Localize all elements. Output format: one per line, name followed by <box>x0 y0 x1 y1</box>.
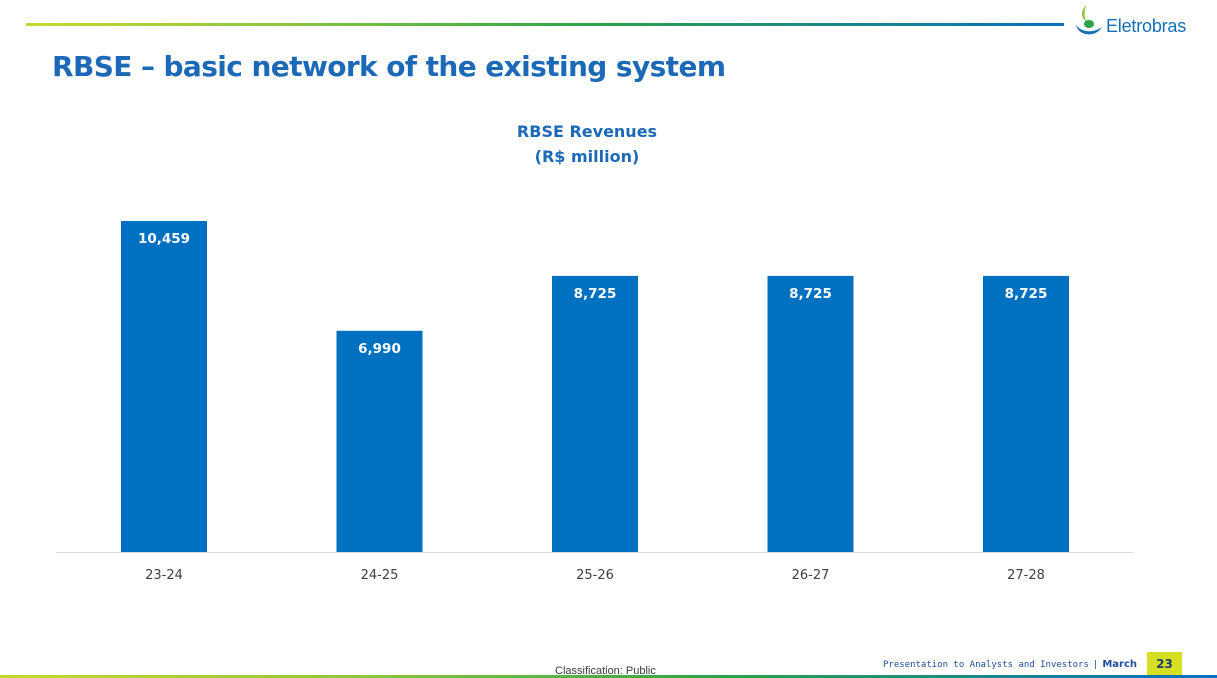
logo-text: Eletrobras <box>1106 16 1187 36</box>
bar-25-26 <box>552 275 638 552</box>
bar-24-25 <box>336 330 423 552</box>
bar-value-label: 8,725 <box>574 286 617 302</box>
x-tick-label: 24-25 <box>361 568 399 583</box>
classification-label: Classification: Public <box>555 665 656 677</box>
bar-value-label: 6,990 <box>358 341 401 357</box>
chart-title: RBSE Revenues <box>516 122 658 141</box>
presentation-month: March <box>1102 659 1137 670</box>
bar-value-label: 10,459 <box>138 231 190 247</box>
chart-title-block: RBSE Revenues (R$ million) <box>437 119 737 169</box>
bar-27-28 <box>983 275 1069 552</box>
bar-value-label: 8,725 <box>789 286 832 302</box>
x-tick-label: 26-27 <box>792 568 830 583</box>
presentation-footer: Presentation to Analysts and Investors | M… <box>883 659 1137 670</box>
x-tick-label: 23-24 <box>145 568 183 583</box>
chart-subtitle: (R$ million) <box>534 147 640 166</box>
page-number: 23 <box>1147 652 1182 676</box>
header-divider <box>26 23 1064 26</box>
presentation-name: Presentation to Analysts and Investors <box>882 660 1089 670</box>
bar-23-24 <box>121 221 207 552</box>
eletrobras-logo: Eletrobras <box>1072 3 1190 39</box>
logo-leaf-icon <box>1076 5 1102 35</box>
bar-value-label: 8,725 <box>1005 286 1048 302</box>
footer-separator: | <box>1092 660 1099 670</box>
footer-divider <box>0 675 1217 678</box>
bar-26-27 <box>767 275 854 552</box>
x-tick-label: 25-26 <box>576 568 614 583</box>
page-title: RBSE – basic network of the existing sys… <box>52 50 726 83</box>
x-tick-label: 27-28 <box>1007 568 1045 583</box>
